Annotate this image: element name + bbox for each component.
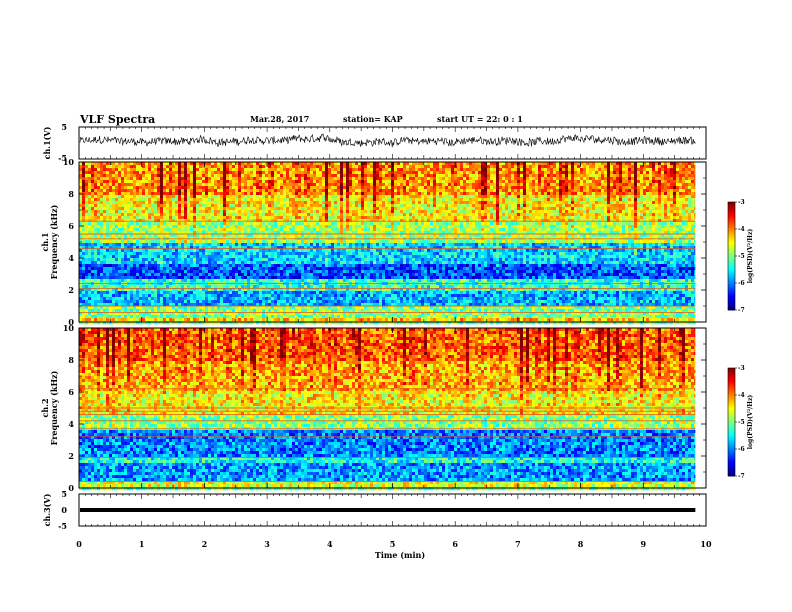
colorbar-tick-label: -6: [738, 280, 745, 287]
spectrogram-ytick-label: 6: [68, 387, 74, 397]
ch2-spectrogram-image: [79, 328, 706, 490]
ch1-colorbar: -3 -4 -5 -6 -7 log(PSD)(V²/Hz): [728, 199, 754, 314]
spectrogram-ytick-label: 8: [68, 355, 74, 365]
date-label: Mar.28, 2017: [250, 114, 309, 124]
x-axis-label: Time (min): [375, 550, 425, 560]
spectrogram-ytick-label: 4: [68, 253, 74, 263]
vlf-spectra-figure: VLF Spectra Mar.28, 2017 station= KAP st…: [0, 0, 792, 612]
colorbar-tick-label: -6: [738, 446, 745, 453]
colorbar-tick-label: -3: [738, 199, 745, 206]
colorbar-tick-label: -4: [738, 392, 745, 399]
colorbar-tick-label: -7: [738, 307, 745, 314]
ch3-waveform-ylabel: ch.3(V): [42, 493, 52, 526]
spectrogram-ytick-label: 8: [68, 189, 74, 199]
spectrogram-ytick-label: 6: [68, 221, 74, 231]
ch2-colorbar: -3 -4 -5 -6 -7 log(PSD)(V²/Hz): [728, 365, 754, 480]
x-tick-label: 3: [264, 539, 270, 549]
colorbar-tick-label: -7: [738, 473, 745, 480]
x-tick-label: 5: [390, 539, 396, 549]
ch1-ytick-top: 5: [61, 122, 67, 132]
figure-title: VLF Spectra: [79, 113, 155, 126]
x-tick-label: 6: [452, 539, 458, 549]
colorbar-label: log(PSD)(V²/Hz): [747, 229, 754, 284]
spectrogram-ytick-label: 10: [63, 323, 75, 333]
start-time-label: start UT = 22: 0 : 1: [437, 114, 523, 124]
x-tick-label: 9: [641, 539, 647, 549]
x-tick-label: 1: [139, 539, 145, 549]
x-tick-label: 4: [327, 539, 333, 549]
spectrogram-ytick-label: 10: [63, 157, 75, 167]
station-label: station= KAP: [343, 114, 403, 124]
ch3-waveform-panel: 5 0 -5 ch.3(V) 0 1 2 3 4 5 6 7 8 9 10 Time (min): [42, 489, 712, 560]
spectrogram-ytick-label: 0: [68, 483, 74, 493]
colorbar-tick-label: -5: [738, 253, 745, 260]
colorbar-label: log(PSD)(V²/Hz): [747, 395, 754, 450]
ch1-spectrogram-image: [79, 162, 706, 324]
ch1-spectrogram-ylabel-line2: Frequency (kHz): [49, 204, 59, 279]
ch3-ytick-mid: 0: [61, 505, 67, 515]
ch3-ytick-top: 5: [61, 489, 67, 499]
colorbar-tick-label: -3: [738, 365, 745, 372]
colorbar-tick-label: -5: [738, 419, 745, 426]
spectrogram-ytick-label: 2: [68, 285, 74, 295]
x-tick-label: 2: [202, 539, 208, 549]
ch2-spectrogram-ylabel-line2: Frequency (kHz): [49, 370, 59, 445]
ch1-waveform-ylabel: ch.1(V): [42, 126, 52, 159]
ch1-waveform-panel: 5 -5 ch.1(V): [42, 122, 706, 163]
x-tick-label: 7: [515, 539, 521, 549]
x-tick-label: 0: [76, 539, 82, 549]
spectrogram-ytick-label: 2: [68, 451, 74, 461]
x-tick-label: 8: [578, 539, 584, 549]
x-tick-label: 10: [700, 539, 712, 549]
spectrogram-ytick-label: 4: [68, 419, 74, 429]
colorbar-tick-label: -4: [738, 226, 745, 233]
ch3-ytick-bottom: -5: [58, 521, 67, 531]
